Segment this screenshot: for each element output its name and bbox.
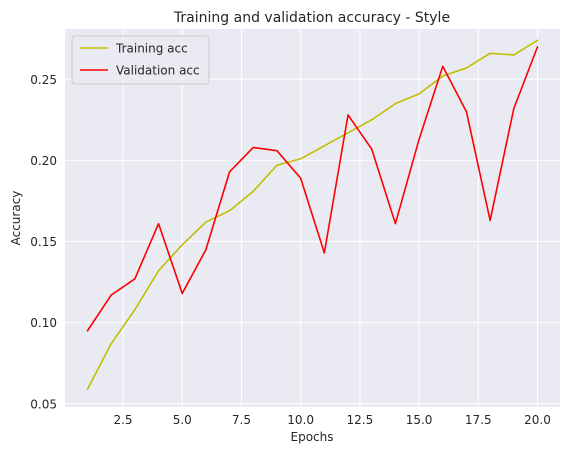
- x-tick-label: 15.0: [406, 413, 433, 427]
- series-line-training: [86, 39, 539, 390]
- legend: Training acc Validation acc: [71, 35, 210, 85]
- x-tick-label: 20.0: [524, 413, 551, 427]
- legend-label-validation: Validation acc: [116, 64, 200, 78]
- series-lines: [86, 39, 539, 390]
- x-tick-label: 17.5: [465, 413, 492, 427]
- y-tick-label: 0.25: [30, 73, 57, 87]
- x-axis-label: Epochs: [291, 430, 334, 444]
- y-axis-label: Accuracy: [9, 191, 23, 246]
- series-line-validation: [86, 46, 539, 332]
- x-tick-labels: 2.5 5.0 7.5 10.0 12.5 15.0 17.5 20.0: [113, 413, 550, 427]
- x-tick-label: 7.5: [232, 413, 251, 427]
- x-tick-label: 5.0: [173, 413, 192, 427]
- chart-title: Training and validation accuracy - Style: [173, 10, 450, 26]
- x-tick-label: 2.5: [113, 413, 132, 427]
- y-tick-label: 0.05: [30, 397, 57, 411]
- y-tick-label: 0.20: [30, 154, 57, 168]
- legend-label-training: Training acc: [115, 42, 188, 56]
- y-tick-label: 0.10: [30, 316, 57, 330]
- y-tick-label: 0.15: [30, 235, 57, 249]
- y-tick-labels: 0.05 0.10 0.15 0.20 0.25: [30, 73, 57, 411]
- grid-lines: [65, 29, 560, 407]
- x-tick-label: 10.0: [287, 413, 314, 427]
- x-tick-label: 12.5: [347, 413, 374, 427]
